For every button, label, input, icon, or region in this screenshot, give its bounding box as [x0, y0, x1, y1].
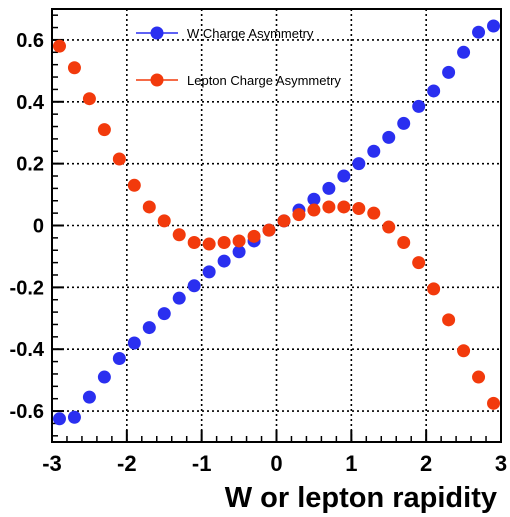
data-point [472, 25, 486, 39]
data-point [157, 307, 171, 321]
data-point [67, 410, 81, 424]
x-tick-label: 3 [495, 451, 507, 476]
data-point [352, 201, 366, 215]
data-point [217, 236, 231, 250]
x-tick-label: -1 [192, 451, 212, 476]
data-point [382, 220, 396, 234]
data-point [322, 200, 336, 214]
x-axis-title: W or lepton rapidity [225, 482, 497, 514]
x-tick-label: 2 [420, 451, 432, 476]
y-tick-label: 0.4 [16, 92, 45, 114]
data-point [112, 152, 126, 166]
series-lepton-charge-asymmetry [52, 39, 501, 410]
data-point [262, 223, 276, 237]
data-point [187, 236, 201, 250]
data-point [232, 234, 246, 248]
data-point [322, 181, 336, 195]
data-point [187, 279, 201, 293]
legend-item: W Charge Asymmetry [136, 26, 314, 41]
data-point [217, 254, 231, 268]
data-point [292, 208, 306, 222]
x-tick-label: 0 [270, 451, 282, 476]
data-point [427, 84, 441, 98]
data-point [52, 39, 66, 53]
data-point [487, 19, 501, 33]
y-tick-label: -0.4 [10, 339, 45, 361]
data-point [457, 344, 471, 358]
data-point [82, 390, 96, 404]
x-tick-label: -3 [42, 451, 62, 476]
data-point [412, 99, 426, 113]
data-point [277, 214, 291, 228]
legend: W Charge Asymmetry Lepton Charge Asymmetr… [136, 26, 341, 88]
y-tick-labels: -0.6 -0.4 -0.2 0 0.2 0.4 0.6 [10, 30, 45, 423]
data-point [142, 321, 156, 335]
legend-item: Lepton Charge Asymmetry [136, 73, 341, 88]
data-point [112, 351, 126, 365]
data-point [202, 265, 216, 279]
series-w-charge-asymmetry [52, 19, 501, 426]
data-point [97, 370, 111, 384]
data-point [52, 412, 66, 426]
data-point [487, 396, 501, 410]
data-point [367, 144, 381, 158]
data-point [307, 192, 321, 206]
data-point [307, 203, 321, 217]
data-point [382, 130, 396, 144]
series-layer [52, 19, 501, 426]
data-point [247, 229, 261, 243]
data-point [232, 245, 246, 259]
x-tick-label: 1 [345, 451, 357, 476]
y-tick-label: -0.6 [10, 401, 44, 423]
data-point [82, 92, 96, 106]
data-point [127, 336, 141, 350]
data-point [172, 228, 186, 242]
data-point [172, 291, 186, 305]
legend-label: Lepton Charge Asymmetry [187, 73, 341, 88]
data-point [67, 61, 81, 75]
data-point [337, 200, 351, 214]
data-point [427, 282, 441, 296]
y-tick-label: 0.6 [16, 30, 44, 52]
data-point [202, 237, 216, 251]
data-point [337, 169, 351, 183]
data-point [412, 256, 426, 270]
data-point [97, 123, 111, 137]
data-point [397, 236, 411, 250]
data-point [352, 157, 366, 171]
data-point [367, 206, 381, 220]
x-tick-label: -2 [117, 451, 137, 476]
data-point [442, 313, 456, 327]
data-point [472, 370, 486, 384]
grid-layer [52, 9, 501, 442]
data-point [397, 116, 411, 130]
tick-layer [51, 14, 502, 442]
legend-label: W Charge Asymmetry [187, 26, 314, 41]
y-tick-label: 0 [33, 216, 44, 238]
legend-marker [150, 26, 164, 40]
data-point [157, 214, 171, 228]
y-tick-label: 0.2 [16, 154, 44, 176]
data-point [442, 65, 456, 79]
data-point [142, 200, 156, 214]
x-tick-labels: -3 -2 -1 0 1 2 3 [42, 451, 507, 476]
data-point [127, 178, 141, 192]
data-point [457, 45, 471, 59]
y-tick-label: -0.2 [10, 277, 44, 299]
legend-marker [150, 73, 164, 87]
